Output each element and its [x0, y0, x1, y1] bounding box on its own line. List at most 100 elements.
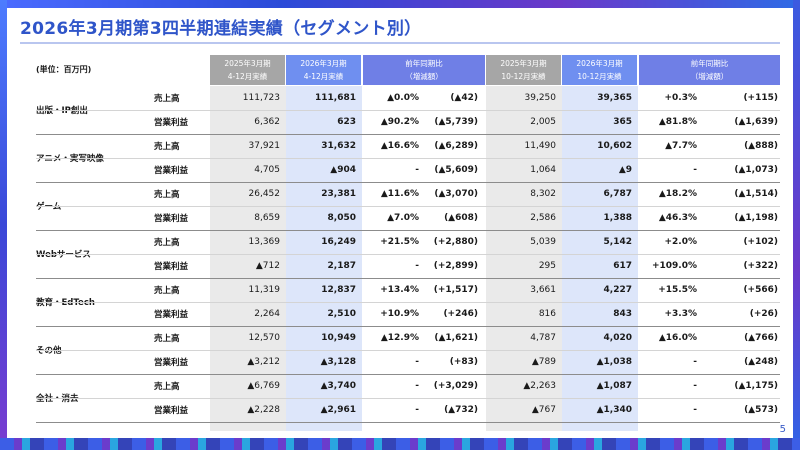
col-prev-ytd-shade — [210, 86, 286, 431]
table-cell: (+322) — [743, 261, 778, 271]
header-text: 2025年3月期 — [224, 59, 271, 68]
table-cell: - — [693, 405, 697, 415]
table-cell: (▲1,073) — [734, 165, 778, 175]
table-cell: (+2,880) — [433, 237, 478, 247]
table-cell: (+246) — [443, 309, 478, 319]
metric-label: 売上高 — [154, 286, 180, 296]
bottom-frame-bar — [0, 438, 800, 450]
table-cell: ▲767 — [531, 405, 556, 415]
table-cell: (+2,899) — [433, 261, 478, 271]
header-prev-ytd: 2025年3月期 4-12月実績 — [210, 55, 285, 85]
table-cell: 8,050 — [327, 213, 356, 223]
table-cell: 6,362 — [254, 117, 280, 127]
segment-name: 全社・消去 — [36, 394, 79, 404]
table-cell: 2,586 — [530, 213, 556, 223]
header-text: 前年同期比 — [405, 59, 443, 68]
table-cell: ▲3,212 — [247, 357, 280, 367]
metric-label: 売上高 — [154, 190, 180, 200]
metric-label: 営業利益 — [154, 214, 189, 224]
table-cell: ▲1,340 — [596, 405, 632, 415]
row-divider — [36, 302, 780, 303]
table-cell: ▲3,740 — [320, 381, 356, 391]
header-text: （増減額） — [690, 72, 729, 81]
table-cell: 11,319 — [248, 285, 281, 295]
table-cell: 12,570 — [248, 333, 281, 343]
table-cell: (▲1,175) — [734, 381, 778, 391]
table-cell: 37,921 — [248, 141, 281, 151]
row-divider — [36, 398, 780, 399]
table-cell: 843 — [613, 309, 632, 319]
table-cell: ▲3,128 — [320, 357, 356, 367]
header-ytd-yoy: 前年同期比 （増減額） — [363, 55, 485, 85]
table-cell: 111,681 — [315, 93, 356, 103]
table-cell: ▲2,961 — [320, 405, 356, 415]
row-divider — [36, 254, 780, 255]
segment-name: Webサービス — [36, 250, 91, 260]
table-cell: ▲0.0% — [387, 93, 419, 103]
metric-label: 営業利益 — [154, 118, 189, 128]
table-cell: 1,064 — [530, 165, 556, 175]
header-text: 4-12月実績 — [227, 72, 268, 81]
metric-label: 営業利益 — [154, 310, 189, 320]
metric-label: 営業利益 — [154, 262, 189, 272]
col-prev-q-shade — [486, 86, 562, 431]
table-cell: 816 — [538, 309, 556, 319]
table-cell: 4,787 — [530, 333, 556, 343]
segment-divider — [36, 374, 780, 375]
table-cell: (▲888) — [744, 141, 778, 151]
table-cell: (▲5,609) — [434, 165, 478, 175]
table-cell: 39,250 — [524, 93, 557, 103]
header-text: （増減額） — [405, 72, 443, 81]
table-cell: +0.3% — [664, 93, 697, 103]
table-cell: 2,510 — [327, 309, 356, 319]
table-cell: - — [415, 405, 419, 415]
segment-name: その他 — [36, 346, 62, 356]
row-divider — [36, 158, 780, 159]
table-cell: 111,723 — [242, 93, 280, 103]
table-cell: (▲732) — [444, 405, 478, 415]
table-cell: (▲573) — [744, 405, 778, 415]
table-cell: 8,659 — [254, 213, 280, 223]
table-cell: (+1,517) — [433, 285, 478, 295]
table-cell: 365 — [613, 117, 632, 127]
col-curr-q-shade — [562, 86, 638, 431]
table-cell: 39,365 — [597, 93, 632, 103]
table-cell: 16,249 — [321, 237, 356, 247]
table-cell: 5,142 — [603, 237, 632, 247]
table-cell: ▲16.0% — [658, 333, 697, 343]
header-text: 前年同期比 — [690, 59, 729, 68]
table-cell: +15.5% — [658, 285, 697, 295]
metric-label: 売上高 — [154, 382, 180, 392]
table-cell: - — [415, 165, 419, 175]
row-divider — [36, 350, 780, 351]
table-cell: 617 — [613, 261, 632, 271]
table-cell: (+115) — [743, 93, 778, 103]
table-cell: 23,381 — [321, 189, 356, 199]
table-cell: 6,787 — [603, 189, 632, 199]
table-cell: 10,949 — [321, 333, 356, 343]
table-cell: +13.4% — [380, 285, 419, 295]
table-cell: (+26) — [749, 309, 778, 319]
segment-divider — [36, 134, 780, 135]
segment-divider — [36, 278, 780, 279]
table-cell: 26,452 — [248, 189, 281, 199]
table-cell: 623 — [337, 117, 356, 127]
table-cell: ▲46.3% — [658, 213, 697, 223]
segment-name: 出版・IP創出 — [36, 106, 88, 116]
table-cell: ▲11.6% — [380, 189, 419, 199]
table-cell: ▲1,087 — [596, 381, 632, 391]
table-cell: ▲81.8% — [658, 117, 697, 127]
title-underline — [20, 42, 780, 44]
header-text: 10-12月実績 — [577, 72, 622, 81]
table-cell: ▲12.9% — [380, 333, 419, 343]
table-cell: 3,661 — [530, 285, 556, 295]
table-cell: - — [415, 357, 419, 367]
metric-label: 営業利益 — [154, 358, 189, 368]
table-cell: (▲3,070) — [434, 189, 478, 199]
right-frame-bar — [793, 0, 800, 450]
col-curr-ytd-shade — [286, 86, 362, 431]
table-cell: 13,369 — [248, 237, 281, 247]
table-cell: ▲2,228 — [247, 405, 280, 415]
table-cell: ▲7.7% — [665, 141, 697, 151]
table-cell: +21.5% — [380, 237, 419, 247]
